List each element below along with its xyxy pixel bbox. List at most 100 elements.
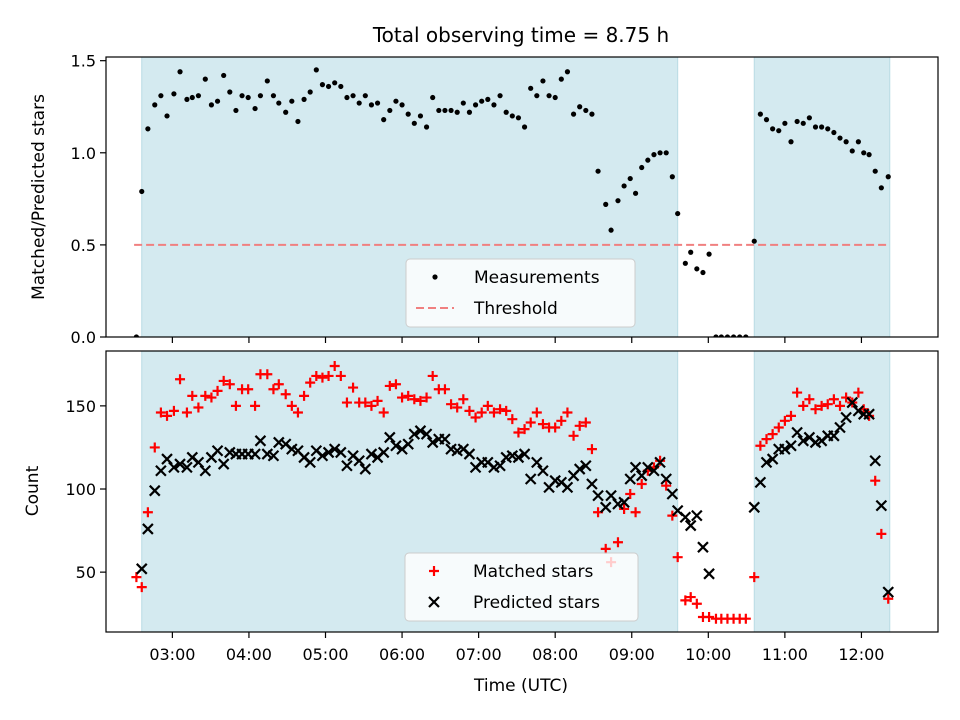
measurements-point [221,72,227,79]
measurements-point [819,124,825,130]
y-tick-label: 1.0 [71,144,96,163]
measurements-point [448,107,454,114]
matched-stars-point [452,402,463,413]
matched-stars-point [835,400,846,411]
matched-stars-point [519,424,530,435]
predicted-stars-point [390,439,402,452]
predicted-stars-point [766,453,779,465]
legend-label: Measurements [474,268,600,288]
matched-stars-point [531,407,542,418]
matched-stars-point [224,379,235,390]
legend-label: Matched stars [473,562,593,582]
matched-stars-point [415,395,426,406]
measurements-point [338,83,344,90]
matched-stars-point [792,387,803,398]
predicted-stars-point [494,459,506,472]
matched-stars-point [323,370,334,381]
measurements-point [332,80,338,86]
measurements-point [528,85,534,91]
measurements-point [393,98,399,104]
matched-stars-point [630,507,641,518]
measurements-point [485,96,491,102]
matched-stars-point [458,394,469,405]
predicted-stars-point [660,473,672,485]
predicted-stars-point [426,436,439,449]
predicted-stars-point [142,523,154,535]
matched-stars-point [317,372,328,383]
measurements-point [472,102,479,108]
predicted-stars-point [882,586,895,598]
measurements-point [831,129,837,136]
x-tick-label: 08:00 [532,645,578,664]
measurements-point [152,102,158,108]
measurements-point [713,334,719,337]
measurements-point [730,334,737,337]
measurements-point [682,260,688,266]
y-tick-label: 100 [65,480,96,499]
matched-stars-point [685,592,696,603]
measurements-point [158,93,164,99]
matched-stars-point [612,537,623,548]
measurements-point [743,334,749,337]
measurements-point [688,249,694,255]
predicted-stars-point [148,484,161,497]
predicted-stars-point [512,451,525,464]
matched-stars-point [218,375,229,386]
predicted-stars-point [785,439,797,452]
measurements-point [757,111,763,117]
predicted-stars-point [168,461,180,474]
predicted-stars-point [624,473,636,485]
legend: Measurements Threshold [405,258,636,328]
predicted-stars-point [518,448,531,460]
matched-stars-point [798,400,809,411]
matched-stars-point [262,369,273,380]
measurements-point [885,174,891,180]
measurements-point [239,93,245,99]
matched-stars-point [488,407,499,418]
y-tick-label: 150 [65,397,96,416]
measurements-point [776,128,782,134]
matched-stars-point [680,595,691,606]
measurements-point [657,150,663,156]
x-tick-label: 05:00 [302,645,348,664]
measurements-point [675,210,681,217]
matched-stars-point [816,400,827,411]
predicted-stars-point [797,435,810,447]
matched-stars-point [136,582,147,593]
predicted-stars-point [217,458,230,470]
measurements-point [245,94,251,101]
matched-stars-point [740,613,751,624]
measurements-point [177,69,183,75]
predicted-stars-point [834,421,846,434]
predicted-stars-point [760,456,773,469]
predicted-stars-point [748,501,761,514]
predicted-stars-point [684,519,697,532]
matched-stars-point [482,400,493,411]
measurements-point [195,93,202,99]
matched-stars-point [755,440,766,451]
matched-stars-point [299,390,310,401]
matched-stars-point [187,390,198,401]
predicted-stars-point [531,456,543,469]
measurements-point [460,100,466,106]
predicted-stars-point [869,454,881,467]
matched-stars-point [556,415,567,426]
measurements-point [570,111,577,117]
matched-stars-point [335,370,346,381]
predicted-stars-point [384,431,396,444]
measurements-point [189,94,195,101]
matched-stars-point [625,488,636,499]
measurements-point [509,113,515,119]
measurements-point [837,135,843,141]
predicted-stars-point [791,426,803,439]
matched-stars-point [397,392,408,403]
chart-title: Total observing time = 8.75 h [372,23,669,47]
predicted-stars-point [524,473,537,485]
matched-stars-point [243,384,254,395]
matched-stars-point [446,399,457,410]
measurements-point [861,150,867,156]
predicted-stars-point [599,501,612,514]
predicted-stars-point [439,433,451,445]
measurements-point [534,93,540,99]
measurements-point [603,201,609,207]
